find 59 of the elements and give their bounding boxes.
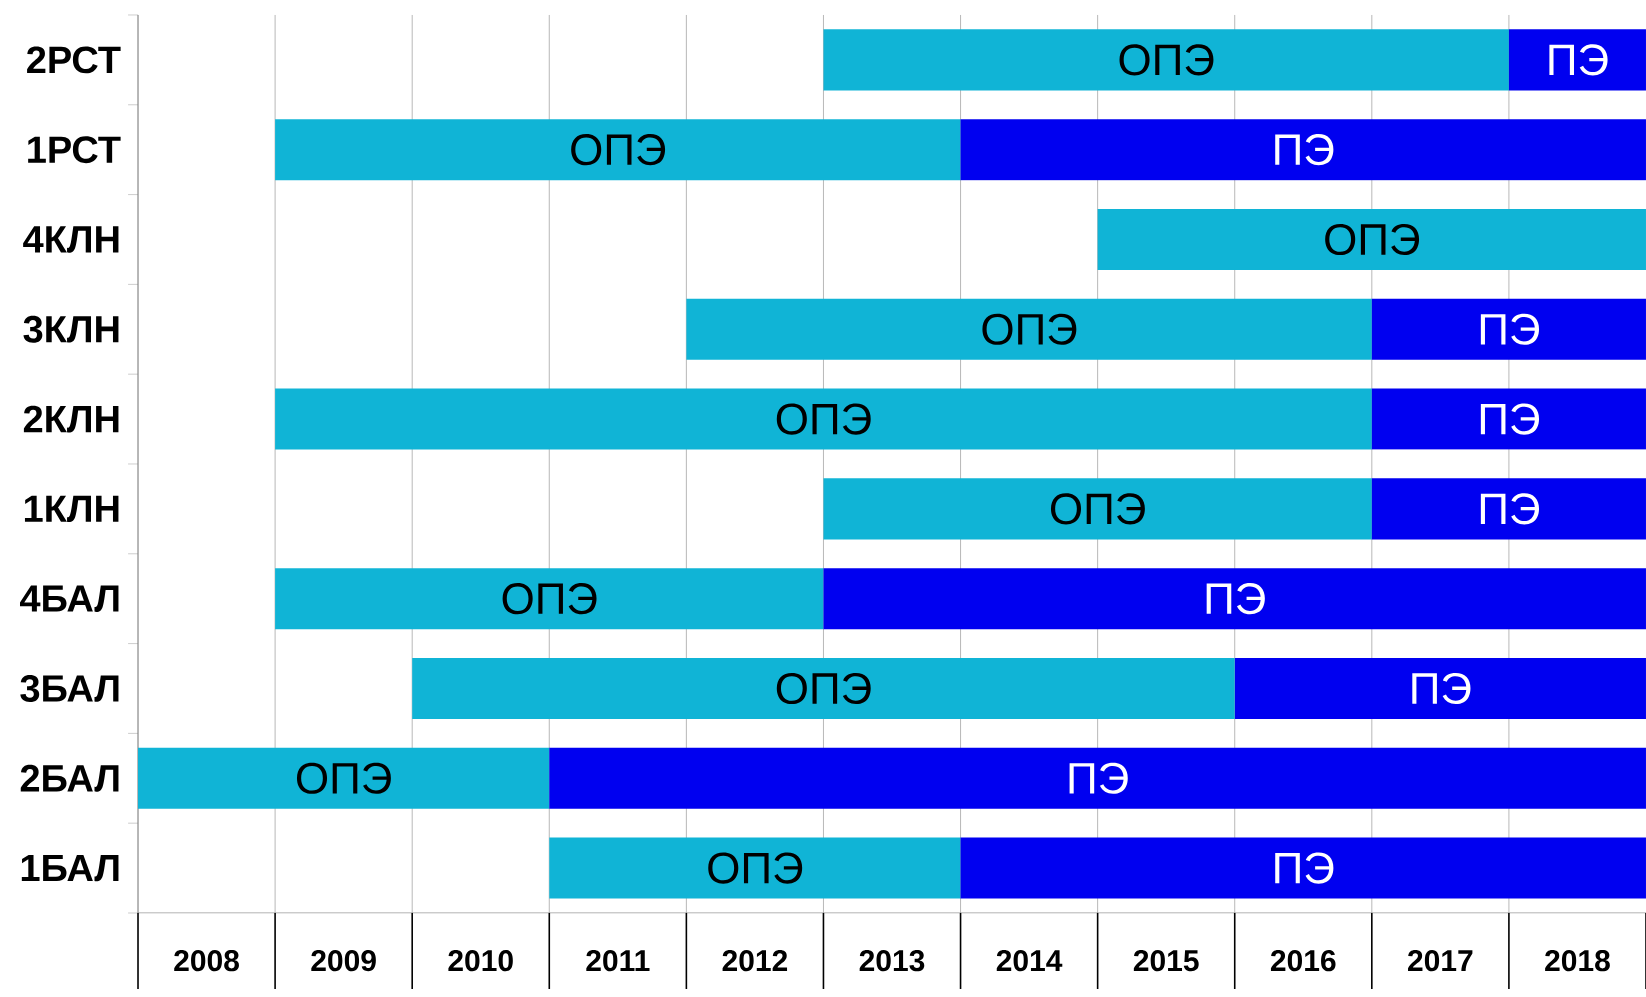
y-tick-label: 4КЛН [23, 226, 119, 253]
bar [960, 119, 1646, 181]
bar [823, 29, 1509, 91]
data-label: ПЭ [1275, 134, 1334, 166]
x-tick-label: 2014 [996, 950, 1063, 972]
data-label: ОПЭ [502, 583, 597, 615]
x-tick-label: 2010 [448, 950, 513, 972]
bar [1371, 298, 1646, 360]
y-tick-label: 1РСТ [28, 136, 121, 164]
data-label: ПЭ [1480, 313, 1540, 345]
bar [823, 568, 1646, 630]
data-label: ОПЭ [708, 852, 803, 884]
data-label: ПЭ [1480, 493, 1540, 525]
y-tick-label: 1БАЛ [21, 854, 119, 882]
bar [1371, 388, 1646, 450]
data-label: ОПЭ [1050, 493, 1145, 525]
bar [823, 478, 1372, 540]
data-label: ОПЭ [982, 313, 1077, 345]
bar [412, 657, 1235, 720]
x-tick-label: 2015 [1133, 950, 1199, 972]
bar [1508, 29, 1646, 91]
bar [1234, 657, 1646, 720]
y-tick-label: 4БАЛ [20, 585, 119, 612]
y-tick-label: 2БАЛ [20, 764, 119, 792]
data-label: ПЭ [1069, 762, 1128, 794]
x-tick-label: 2012 [722, 950, 788, 972]
x-tick-label: 2016 [1270, 950, 1336, 972]
x-tick-label: 2011 [586, 950, 650, 972]
bar [1371, 478, 1646, 540]
bar [960, 837, 1646, 899]
y-tick-label: 3КЛН [23, 315, 119, 343]
x-tick-label: 2013 [859, 950, 925, 972]
data-label: ПЭ [1480, 403, 1540, 435]
data-label: ОПЭ [1119, 44, 1214, 76]
y-tick-label: 1КЛН [24, 495, 119, 523]
data-label: ОПЭ [776, 672, 871, 705]
bar [686, 298, 1372, 360]
bar [138, 747, 550, 809]
data-label: ПЭ [1412, 672, 1471, 705]
x-tick-label: 2008 [174, 950, 239, 972]
y-tick-label: 2РСТ [27, 46, 121, 74]
data-label: ОПЭ [571, 134, 666, 166]
bar [275, 568, 824, 630]
data-label: ОПЭ [296, 762, 391, 794]
bar [549, 747, 1646, 809]
y-tick-label: 3БАЛ [20, 675, 119, 702]
x-tick-label: 2017 [1408, 950, 1473, 972]
bar [275, 388, 1372, 450]
x-tick-label: 2018 [1545, 950, 1610, 972]
data-label: ОПЭ [776, 403, 871, 435]
data-label: ПЭ [1549, 44, 1608, 76]
bar [275, 119, 961, 181]
bar [549, 837, 961, 899]
data-label: ПЭ [1275, 852, 1334, 884]
data-label: ПЭ [1206, 583, 1265, 615]
x-tick-label: 2009 [311, 950, 376, 972]
data-label: ОПЭ [1325, 223, 1420, 256]
y-tick-label: 2КЛН [23, 405, 119, 433]
bar [1097, 208, 1646, 271]
